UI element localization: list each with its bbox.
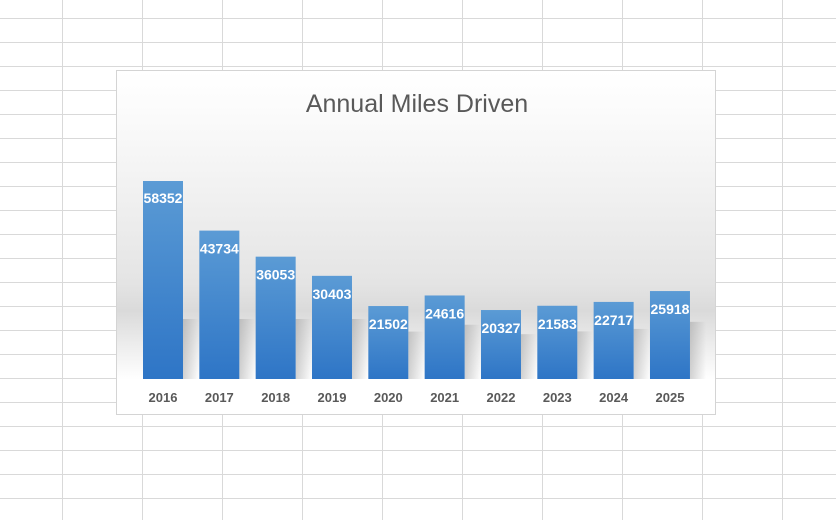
bar-shadow [577, 331, 594, 379]
x-tick-label: 2022 [487, 390, 516, 405]
data-label-2020: 21502 [369, 316, 408, 332]
bar-2021[interactable] [424, 295, 465, 379]
x-tick-label: 2019 [318, 390, 347, 405]
x-tick-label: 2020 [374, 390, 403, 405]
bar-shadow [520, 334, 537, 379]
data-label-2023: 21583 [538, 316, 577, 332]
bar-2020[interactable] [368, 306, 409, 379]
bar-2024[interactable] [593, 301, 634, 379]
x-tick-label: 2025 [656, 390, 685, 405]
bar-chart: Annual Miles Driven 58352 43734 36053 30403… [143, 90, 706, 405]
x-tick-label: 2018 [261, 390, 290, 405]
data-label-2025: 25918 [651, 301, 690, 317]
bar-2018[interactable] [255, 256, 296, 379]
bar-2025[interactable] [649, 291, 690, 379]
x-tick-label: 2017 [205, 390, 234, 405]
data-label-2019: 30403 [313, 286, 352, 302]
x-tick-label: 2024 [599, 390, 629, 405]
bar-shadow [689, 321, 706, 379]
data-label-2017: 43734 [200, 241, 239, 257]
bar-2019[interactable] [311, 275, 352, 379]
bar-shadow [295, 319, 312, 379]
chart-title: Annual Miles Driven [306, 90, 528, 118]
x-tick-label: 2023 [543, 390, 572, 405]
data-label-2021: 24616 [425, 305, 464, 321]
data-label-2022: 20327 [482, 320, 521, 336]
bar-2022[interactable] [480, 310, 521, 379]
data-label-2018: 36053 [256, 267, 295, 283]
bar-2017[interactable] [199, 230, 240, 379]
bar-2016[interactable] [143, 181, 183, 379]
chart-area[interactable]: Annual Miles Driven 58352 43734 36053 30403… [116, 70, 716, 415]
data-label-2024: 22717 [594, 312, 633, 328]
bar-shadow [633, 328, 650, 379]
bar-shadow [408, 331, 425, 379]
bar-shadow [183, 319, 199, 379]
bar-2023[interactable] [537, 305, 578, 379]
bar-shadow [464, 324, 481, 379]
bar-shadow [239, 319, 256, 379]
x-tick-label: 2021 [430, 390, 459, 405]
data-label-2016: 58352 [144, 190, 183, 206]
x-tick-label: 2016 [149, 390, 178, 405]
bar-shadow [351, 319, 368, 379]
